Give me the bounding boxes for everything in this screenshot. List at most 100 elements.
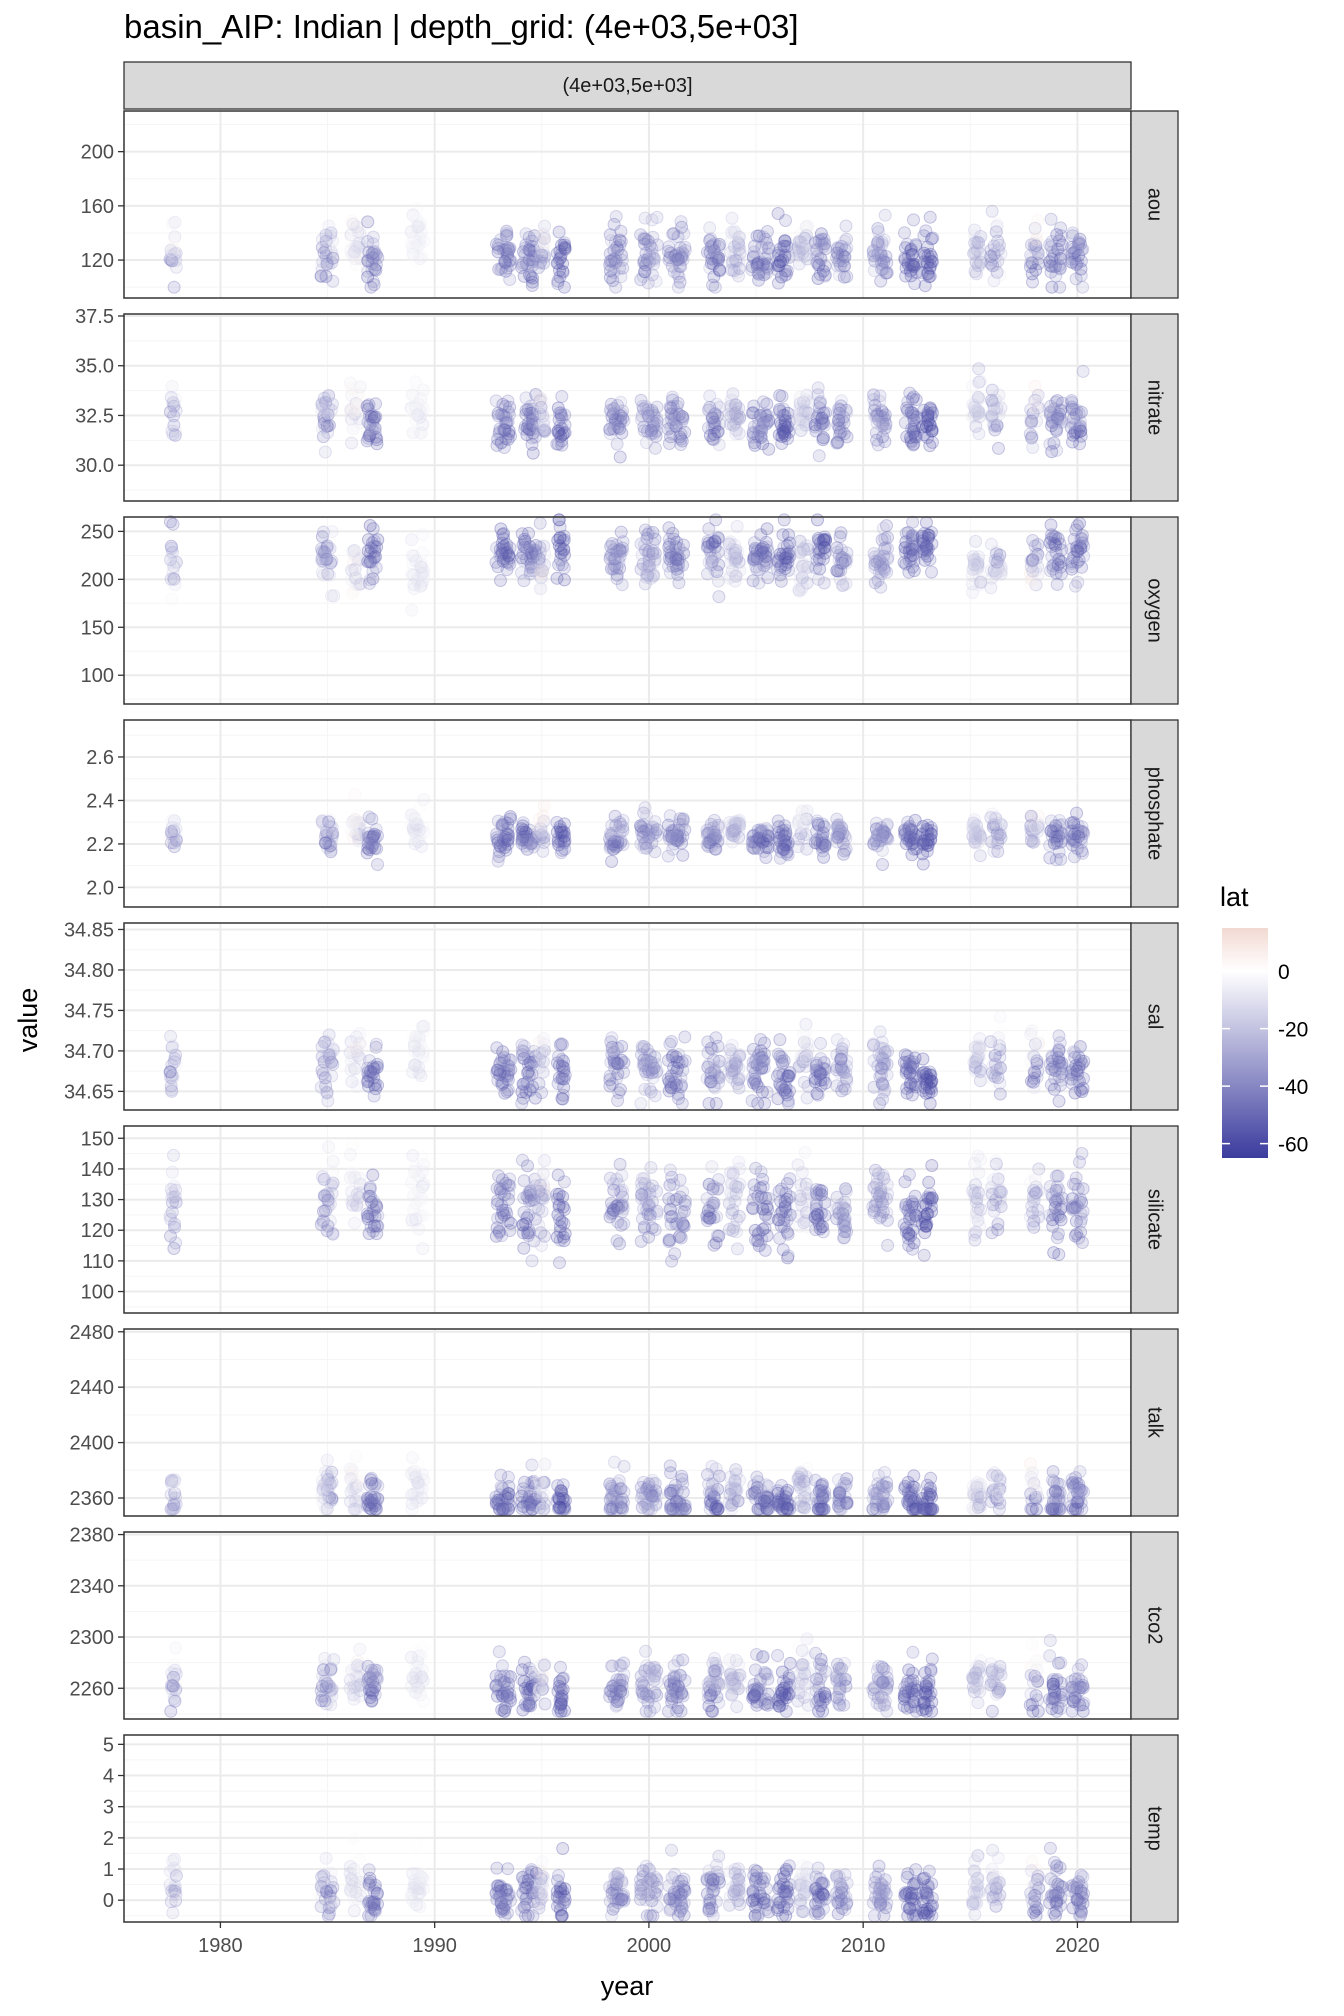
data-point bbox=[165, 1205, 179, 1219]
data-point bbox=[558, 238, 571, 252]
data-point bbox=[756, 1223, 770, 1236]
data-point bbox=[1031, 214, 1045, 227]
data-point bbox=[648, 546, 662, 560]
data-point bbox=[417, 1019, 431, 1033]
data-point bbox=[609, 254, 623, 268]
data-point bbox=[706, 278, 720, 292]
data-point bbox=[414, 560, 428, 574]
data-point bbox=[778, 250, 792, 264]
data-point bbox=[536, 1055, 550, 1069]
data-point bbox=[410, 239, 423, 253]
data-point bbox=[501, 250, 515, 264]
data-point bbox=[164, 248, 178, 262]
data-point bbox=[712, 590, 726, 604]
data-point bbox=[709, 842, 723, 856]
data-point bbox=[1073, 1155, 1086, 1169]
data-point bbox=[351, 565, 365, 579]
data-point bbox=[406, 241, 420, 255]
data-point bbox=[504, 1216, 518, 1230]
data-point bbox=[663, 1233, 677, 1247]
data-point bbox=[417, 234, 431, 248]
data-point bbox=[415, 250, 429, 264]
data-point bbox=[870, 416, 884, 430]
data-point bbox=[1072, 1060, 1086, 1074]
data-point bbox=[667, 227, 681, 241]
data-point bbox=[532, 1218, 546, 1232]
data-point bbox=[538, 1154, 551, 1167]
data-point bbox=[672, 408, 686, 422]
data-point bbox=[966, 586, 980, 599]
data-point bbox=[556, 265, 570, 279]
data-point bbox=[678, 1030, 692, 1044]
data-point bbox=[366, 1224, 380, 1238]
data-point bbox=[1029, 233, 1043, 247]
data-point bbox=[324, 229, 338, 243]
data-point bbox=[985, 410, 999, 424]
y-tick-label: 2.2 bbox=[86, 834, 114, 856]
data-point bbox=[344, 228, 358, 242]
data-point bbox=[781, 1069, 795, 1083]
data-point bbox=[520, 257, 533, 271]
y-tick-label: 120 bbox=[81, 250, 114, 272]
data-point bbox=[811, 1088, 825, 1102]
data-point bbox=[733, 242, 747, 256]
data-point bbox=[774, 1194, 788, 1208]
data-point bbox=[1067, 816, 1081, 830]
data-point bbox=[923, 439, 937, 453]
data-point bbox=[1024, 248, 1038, 262]
data-point bbox=[370, 437, 384, 451]
data-point bbox=[781, 1251, 795, 1265]
data-point bbox=[604, 234, 618, 248]
data-point bbox=[728, 226, 742, 239]
data-point bbox=[707, 1061, 721, 1074]
data-point bbox=[731, 544, 745, 558]
data-point bbox=[351, 251, 365, 265]
data-point bbox=[522, 268, 536, 282]
data-point bbox=[552, 426, 566, 440]
data-point bbox=[504, 812, 517, 826]
data-point bbox=[169, 253, 183, 267]
data-point bbox=[500, 227, 514, 241]
data-point bbox=[501, 244, 515, 258]
facet-panels: 120160200aou30.032.535.037.5nitrate10015… bbox=[64, 110, 1179, 1923]
data-point bbox=[345, 436, 359, 450]
data-point bbox=[674, 432, 688, 446]
data-point bbox=[817, 533, 831, 547]
data-point bbox=[970, 818, 983, 832]
data-point bbox=[347, 246, 361, 260]
data-point bbox=[498, 255, 512, 269]
data-point bbox=[749, 1161, 763, 1175]
data-point bbox=[1028, 539, 1042, 553]
data-point bbox=[414, 225, 428, 239]
data-point bbox=[366, 421, 380, 435]
data-point bbox=[1066, 226, 1080, 240]
data-point bbox=[413, 231, 427, 245]
data-point bbox=[346, 545, 360, 558]
data-point bbox=[367, 245, 381, 259]
data-point bbox=[502, 1192, 515, 1206]
data-point bbox=[646, 1476, 660, 1490]
data-point bbox=[972, 375, 986, 389]
data-point bbox=[367, 1071, 381, 1085]
data-point bbox=[611, 243, 625, 257]
data-point bbox=[364, 1473, 378, 1487]
data-point bbox=[610, 1234, 624, 1248]
data-point bbox=[704, 256, 718, 270]
data-point bbox=[553, 520, 567, 534]
data-point bbox=[1052, 1044, 1066, 1058]
y-tick-label: 35.0 bbox=[75, 356, 114, 378]
data-point bbox=[553, 531, 567, 545]
data-point bbox=[603, 258, 617, 272]
data-point bbox=[917, 530, 931, 544]
data-point bbox=[518, 241, 532, 255]
data-point bbox=[876, 253, 890, 267]
data-point bbox=[535, 824, 549, 838]
data-point bbox=[410, 202, 424, 216]
data-point bbox=[1077, 1072, 1090, 1085]
data-point bbox=[164, 825, 178, 839]
data-point bbox=[1070, 403, 1084, 417]
data-point bbox=[815, 237, 829, 251]
data-point bbox=[710, 1182, 724, 1196]
